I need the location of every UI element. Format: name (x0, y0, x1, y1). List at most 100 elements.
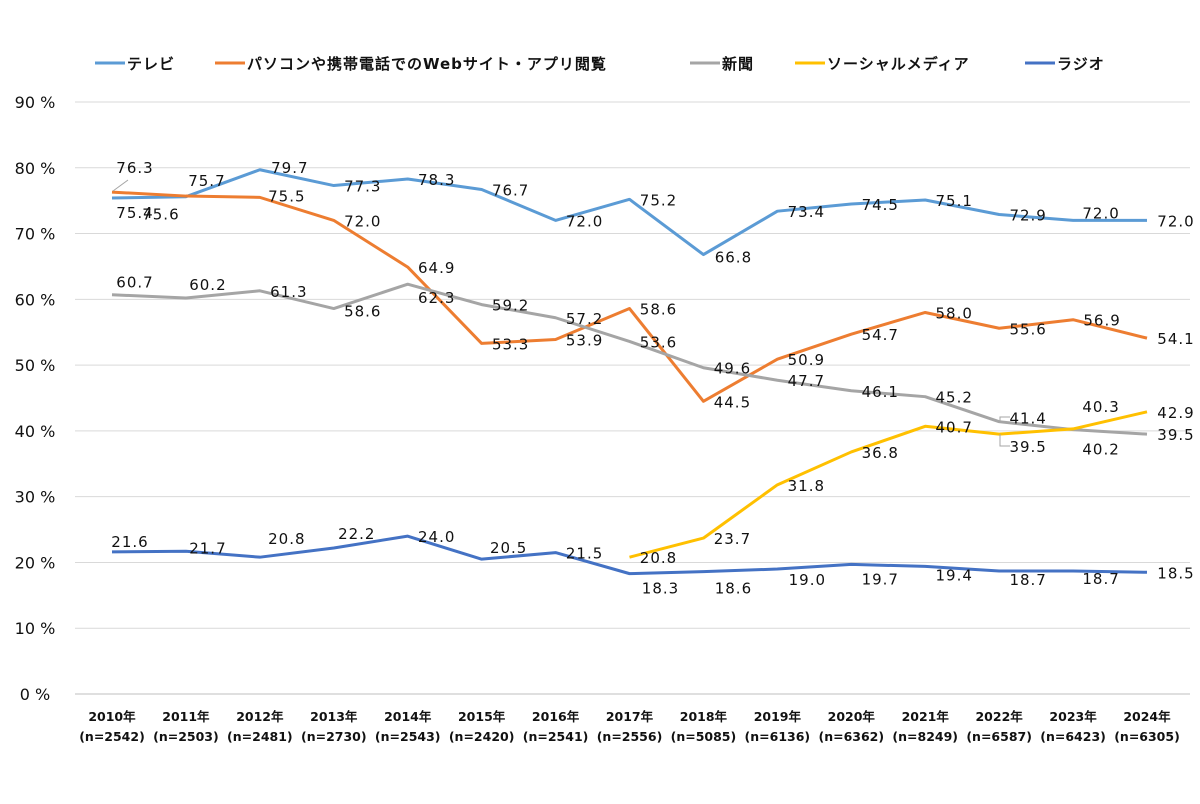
data-label: 20.8 (640, 549, 677, 567)
x-tick-label: 2016年 (532, 709, 580, 724)
legend-label: テレビ (127, 55, 175, 73)
data-label: 53.3 (492, 335, 529, 353)
leader-line (999, 434, 1010, 447)
legend: テレビ パソコンや携帯電話でのWebサイト・アプリ閲覧 新聞 ソーシャルメディア ラジオ (95, 55, 1105, 73)
data-label: 76.7 (492, 181, 529, 199)
x-tick-label: 2018年 (680, 709, 728, 724)
x-tick-sublabel: (n=5085) (671, 729, 737, 744)
data-label: 72.0 (344, 212, 381, 230)
data-label: 53.6 (640, 333, 677, 351)
x-tick-sublabel: (n=2420) (449, 729, 515, 744)
data-label: 72.0 (1157, 212, 1194, 230)
y-tick-label: 10 % (15, 619, 56, 638)
x-tick-sublabel: (n=6423) (1040, 729, 1106, 744)
data-label: 40.3 (1082, 398, 1119, 416)
y-tick-label: 40 % (15, 422, 56, 441)
x-tick-label: 2020年 (828, 709, 876, 724)
data-label: 21.7 (189, 539, 226, 557)
data-label: 20.8 (268, 530, 305, 548)
y-axis: 0 % 10 % 20 % 30 % 40 % 50 % 60 % 70 % 80 % 90 % (15, 93, 56, 704)
series-line-4 (111, 534, 1148, 576)
x-tick-label: 2012年 (236, 709, 284, 724)
x-tick-sublabel: (n=2556) (597, 729, 663, 744)
data-label: 64.9 (418, 259, 455, 277)
x-tick-label: 2019年 (754, 709, 802, 724)
x-tick-label: 2013年 (310, 709, 358, 724)
data-label: 44.5 (714, 393, 751, 411)
data-label: 74.5 (862, 196, 899, 214)
data-label: 49.6 (714, 360, 751, 378)
data-label: 18.3 (642, 580, 679, 598)
data-label: 24.0 (418, 528, 455, 546)
data-label: 54.1 (1157, 330, 1194, 348)
x-tick-sublabel: (n=2543) (375, 729, 441, 744)
data-label: 60.2 (189, 276, 226, 294)
series-line-3 (629, 410, 1148, 559)
x-tick-sublabel: (n=2481) (227, 729, 293, 744)
data-label: 21.6 (111, 533, 148, 551)
data-label: 75.7 (188, 172, 225, 190)
x-tick-sublabel: (n=2730) (301, 729, 367, 744)
y-tick-label: 0 % (20, 685, 50, 704)
x-tick-label: 2015年 (458, 709, 506, 724)
x-tick-label: 2024年 (1123, 709, 1171, 724)
y-tick-label: 20 % (15, 553, 56, 572)
x-tick-label: 2011年 (162, 709, 210, 724)
x-tick-label: 2021年 (902, 709, 950, 724)
data-label: 19.4 (936, 566, 973, 584)
y-tick-label: 90 % (15, 93, 56, 112)
data-label: 22.2 (338, 525, 375, 543)
data-label: 72.9 (1009, 206, 1046, 224)
data-label: 75.2 (640, 191, 677, 209)
data-label: 40.7 (936, 418, 973, 436)
data-label: 20.5 (490, 539, 527, 557)
data-label: 77.3 (344, 178, 381, 196)
data-label: 53.9 (566, 331, 603, 349)
series-line-1 (111, 190, 1148, 403)
legend-label: 新聞 (722, 55, 754, 73)
x-tick-sublabel: (n=6305) (1114, 729, 1180, 744)
x-axis: 2010年 (n=2542) 2011年 (n=2503) 2012年 (n=2481) 2… (79, 709, 1180, 744)
data-label: 72.0 (566, 212, 603, 230)
series-line-2 (111, 282, 1148, 436)
data-label: 72.0 (1082, 204, 1119, 222)
data-label: 40.2 (1082, 441, 1119, 459)
data-label: 18.7 (1082, 570, 1119, 588)
legend-label: ラジオ (1057, 55, 1105, 73)
x-tick-sublabel: (n=2542) (79, 729, 145, 744)
data-label: 18.5 (1157, 564, 1194, 582)
data-label: 46.1 (862, 383, 899, 401)
y-tick-label: 50 % (15, 356, 56, 375)
x-tick-sublabel: (n=6136) (745, 729, 811, 744)
data-label: 60.7 (116, 274, 153, 292)
data-label: 39.5 (1009, 438, 1046, 456)
x-tick-label: 2023年 (1049, 709, 1097, 724)
data-label: 41.4 (1009, 410, 1046, 428)
data-label: 58.6 (640, 301, 677, 319)
series-line-0 (111, 168, 1147, 257)
data-label: 57.2 (566, 310, 603, 328)
data-label: 75.5 (268, 187, 305, 205)
x-tick-label: 2022年 (975, 709, 1023, 724)
y-tick-label: 80 % (15, 159, 56, 178)
series-lines (111, 168, 1148, 576)
data-label: 18.7 (1009, 571, 1046, 589)
data-label: 62.3 (418, 289, 455, 307)
data-label: 36.8 (862, 444, 899, 462)
data-label: 58.6 (344, 303, 381, 321)
data-label: 59.2 (492, 297, 529, 315)
x-tick-sublabel: (n=2503) (153, 729, 219, 744)
y-tick-label: 60 % (15, 290, 56, 309)
y-tick-label: 30 % (15, 488, 56, 507)
data-label: 19.0 (789, 571, 826, 589)
x-tick-label: 2014年 (384, 709, 432, 724)
data-label: 21.5 (566, 545, 603, 563)
x-tick-sublabel: (n=6587) (966, 729, 1032, 744)
y-tick-label: 70 % (15, 225, 56, 244)
data-label: 75.6 (142, 206, 179, 224)
data-label: 61.3 (270, 283, 307, 301)
data-label: 56.9 (1083, 312, 1120, 330)
data-label: 31.8 (788, 477, 825, 495)
data-label: 73.4 (788, 203, 825, 221)
data-label: 19.7 (862, 570, 899, 588)
